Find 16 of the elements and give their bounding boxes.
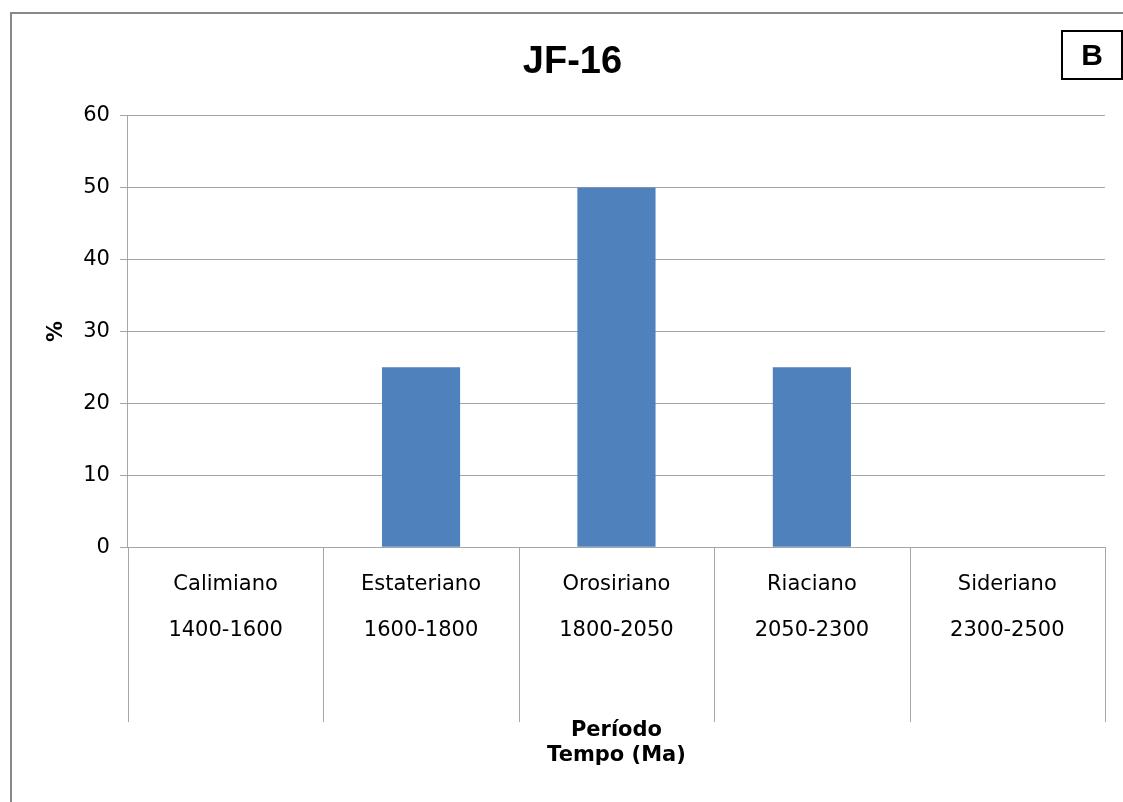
y-tick-label: 60: [83, 102, 110, 127]
chart-title: JF-16: [522, 39, 623, 82]
x-tick-label: Calimiano 1400-1600: [168, 570, 283, 641]
y-tick-label: 10: [83, 461, 110, 486]
text: B: [1061, 30, 1123, 80]
x-axis-title: Período Tempo (Ma): [547, 716, 686, 766]
y-tick-label: 0: [96, 533, 110, 558]
x-tick-label: Orosiriano 1800-2050: [559, 570, 674, 641]
x-tick-label: Riaciano 2050-2300: [754, 570, 870, 641]
x-tick-label: Sideriano 2300-2500: [950, 570, 1065, 641]
y-tick-label: 40: [83, 245, 110, 270]
x-tick-label: Estateriano 1600-1800: [361, 570, 482, 641]
y-tick-label: 30: [83, 317, 110, 342]
y-tick-label: 50: [83, 173, 110, 198]
y-tick-label: 20: [83, 389, 110, 414]
y-axis-title: %: [43, 320, 68, 342]
